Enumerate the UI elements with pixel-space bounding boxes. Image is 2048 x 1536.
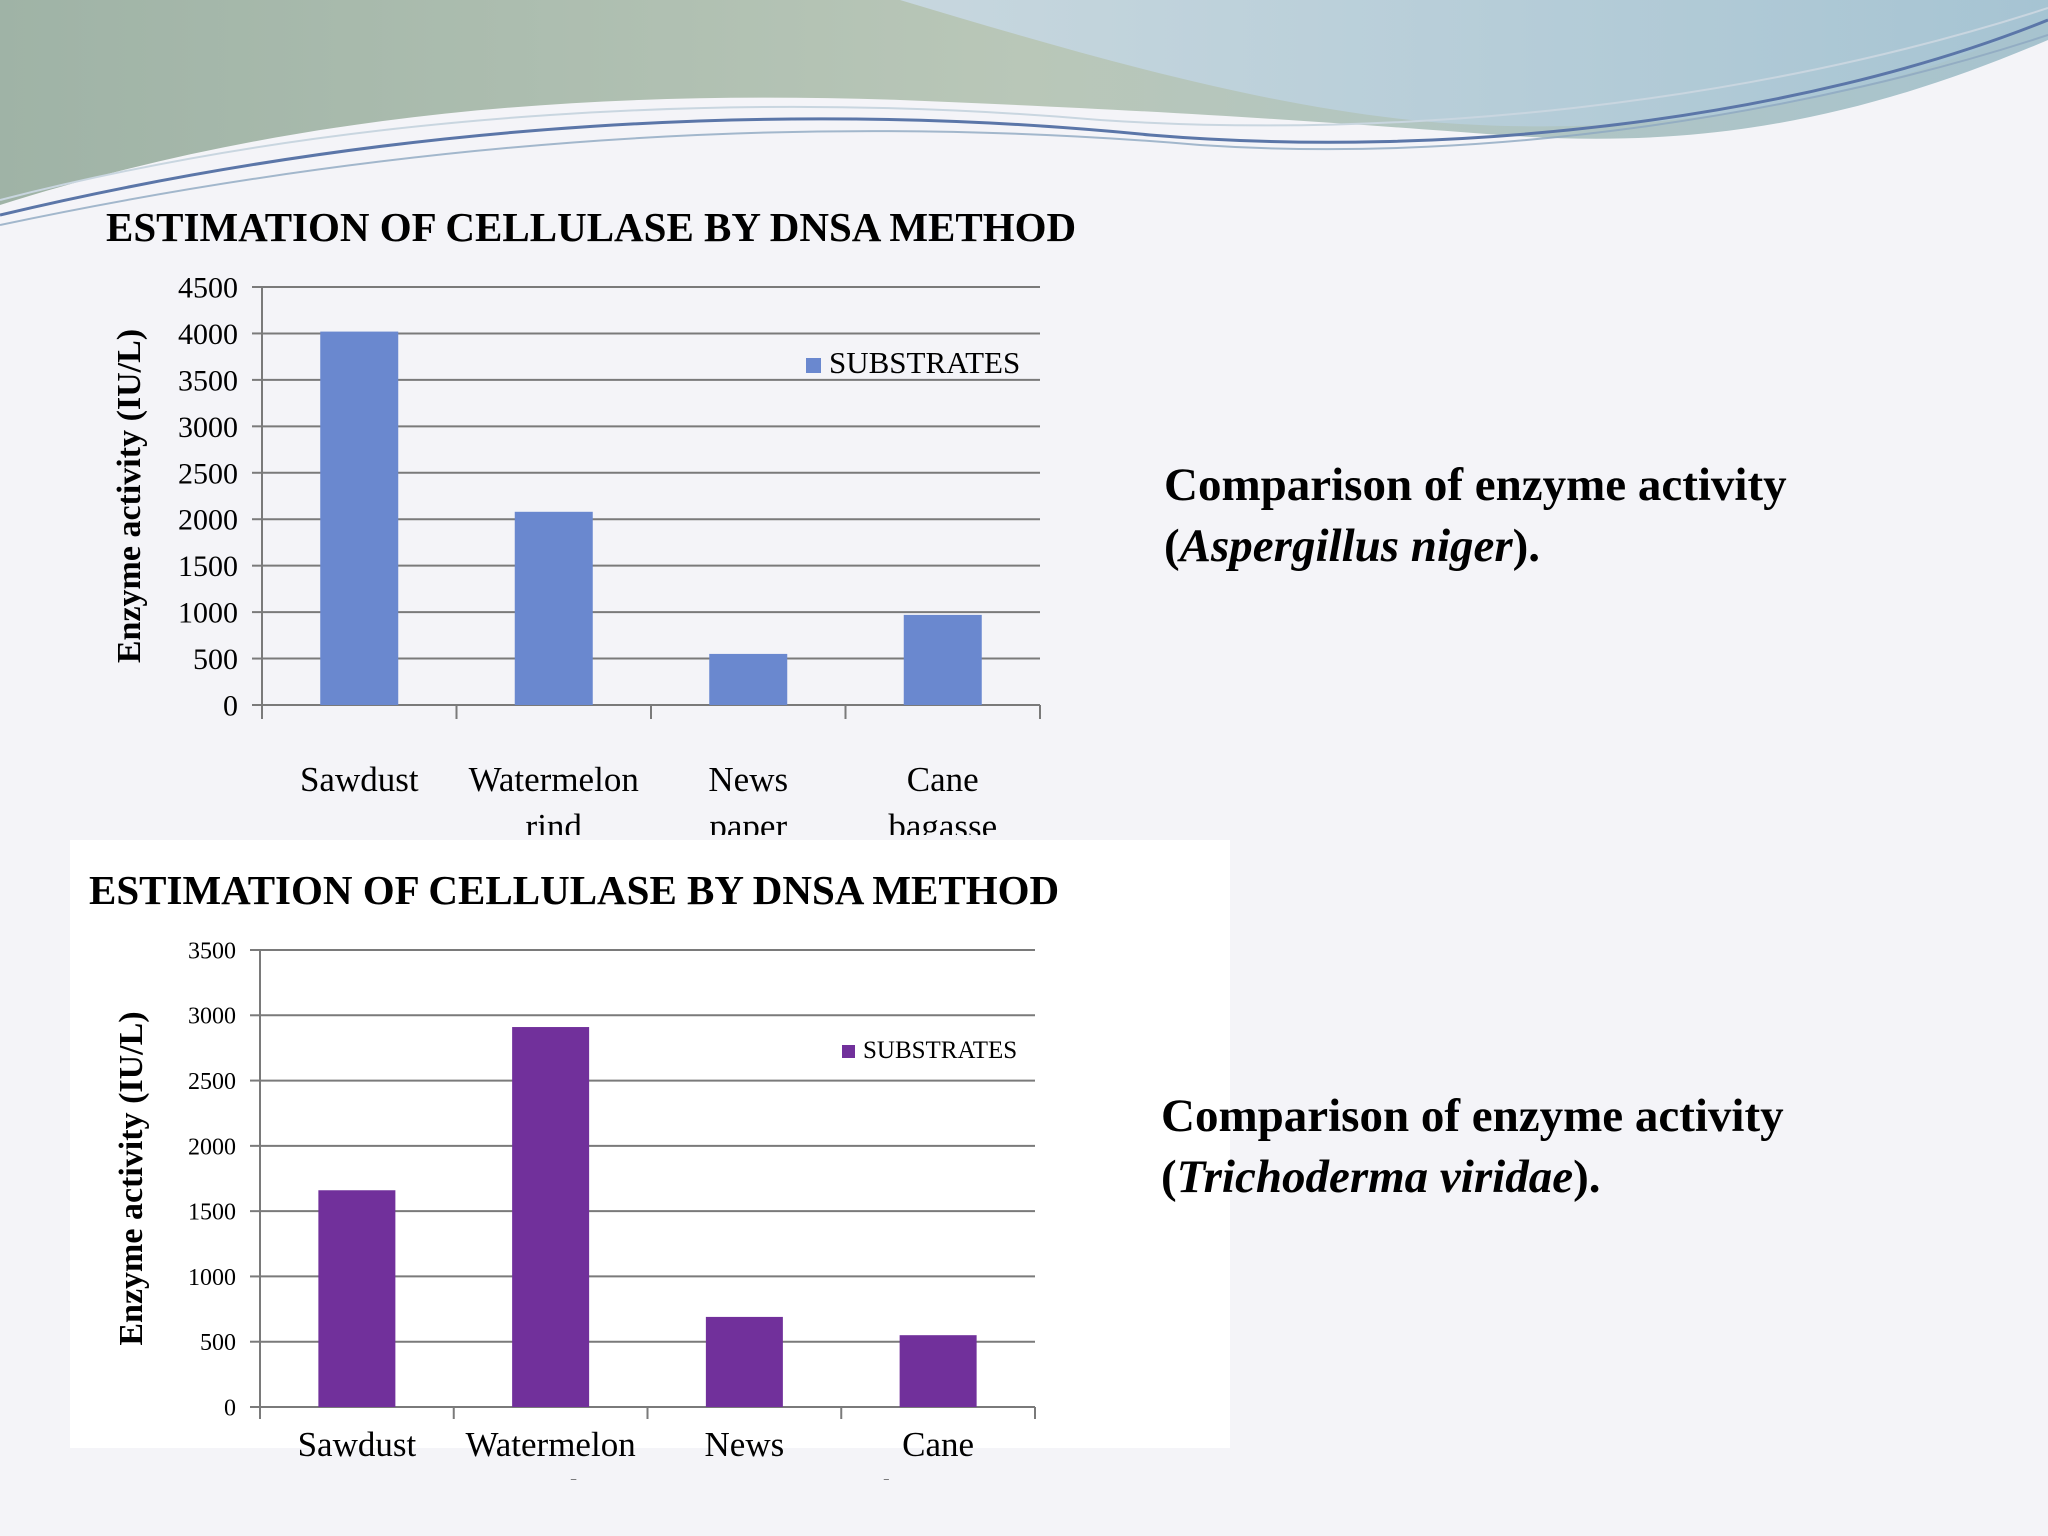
bar (899, 1335, 977, 1407)
y-tick-label: 2000 (178, 504, 238, 537)
x-tick-label: bagasse (884, 1473, 993, 1480)
legend-label: SUBSTRATES (863, 1037, 1017, 1064)
legend-label: SUBSTRATES (829, 345, 1020, 380)
bar (705, 1316, 783, 1407)
caption-close: ). (1573, 1151, 1601, 1203)
y-axis-label: Enzyme activity (IU/L) (111, 329, 148, 663)
legend-swatch (806, 358, 821, 373)
x-tick-label: bagasse (888, 807, 997, 835)
y-tick-label: 3500 (178, 364, 238, 397)
bar (320, 331, 399, 705)
x-tick-label: paper (706, 1473, 784, 1480)
caption-line1: Comparison of enzyme activity (1164, 459, 1787, 511)
y-tick-label: 2500 (178, 457, 238, 490)
x-tick-label: News (708, 760, 788, 799)
x-tick-label: News (705, 1425, 785, 1464)
caption-trichoderma: Comparison of enzyme activity (Trichoder… (1161, 1086, 1784, 1208)
y-tick-label: 3000 (188, 1004, 236, 1030)
caption-line2: (Trichoderma viridae). (1161, 1147, 1784, 1208)
x-tick-label: rind (522, 1473, 579, 1480)
caption-open: ( (1164, 520, 1180, 572)
legend-swatch (842, 1045, 855, 1058)
bar (318, 1190, 396, 1407)
x-tick-label: Watermelon (469, 760, 639, 799)
x-tick-label: rind (526, 807, 583, 835)
y-tick-label: 1500 (188, 1200, 236, 1226)
wave-banner (0, 0, 2048, 226)
y-tick-label: 1000 (188, 1265, 236, 1291)
y-tick-label: 500 (193, 643, 238, 676)
chart-trichoderma: ESTIMATION OF CELLULASE BY DNSA METHOD 0… (70, 840, 1230, 1480)
caption-line2: (Aspergillus niger). (1164, 516, 1787, 577)
chart-plot: 0 500 1000 1500 2000 2500 3000 3500 4000 4500 Sawd… (111, 272, 1041, 835)
bar (709, 653, 788, 705)
y-axis-label: Enzyme activity (IU/L) (113, 1011, 150, 1345)
chart-plot: 0 500 1000 1500 2000 2500 3000 3500 Sawdust Water… (113, 938, 1036, 1480)
chart-title: ESTIMATION OF CELLULASE BY DNSA METHOD (106, 204, 1077, 250)
y-tick-label: 2500 (188, 1069, 236, 1095)
y-tick-label: 2000 (188, 1134, 236, 1160)
caption-open: ( (1161, 1151, 1177, 1203)
chart-aspergillus: ESTIMATION OF CELLULASE BY DNSA METHOD 0… (90, 195, 1090, 835)
caption-species: Trichoderma viridae (1176, 1151, 1574, 1203)
x-tick-label: Cane (907, 760, 979, 799)
y-tick-label: 4500 (178, 272, 238, 305)
bar (514, 511, 593, 705)
y-tick-label: 3000 (178, 411, 238, 444)
y-tick-label: 0 (223, 690, 238, 723)
x-tick-label: Sawdust (300, 760, 419, 799)
y-tick-label: 3500 (188, 938, 236, 964)
y-tick-label: 1500 (178, 550, 238, 583)
x-tick-label: Watermelon (466, 1425, 636, 1464)
x-tick-label: paper (709, 807, 787, 835)
y-tick-label: 4000 (178, 318, 238, 351)
x-tick-label: Sawdust (298, 1425, 417, 1464)
caption-close: ). (1512, 520, 1541, 572)
chart-title: ESTIMATION OF CELLULASE BY DNSA METHOD (89, 867, 1060, 913)
y-tick-label: 500 (200, 1330, 236, 1356)
y-tick-label: 1000 (178, 597, 238, 630)
caption-aspergillus: Comparison of enzyme activity (Aspergill… (1164, 455, 1787, 577)
caption-species: Aspergillus niger (1179, 520, 1513, 572)
caption-line1: Comparison of enzyme activity (1161, 1090, 1784, 1142)
y-tick-label: 0 (224, 1395, 236, 1421)
bar (512, 1027, 590, 1407)
x-tick-label: Cane (902, 1425, 974, 1464)
bar (903, 614, 982, 705)
